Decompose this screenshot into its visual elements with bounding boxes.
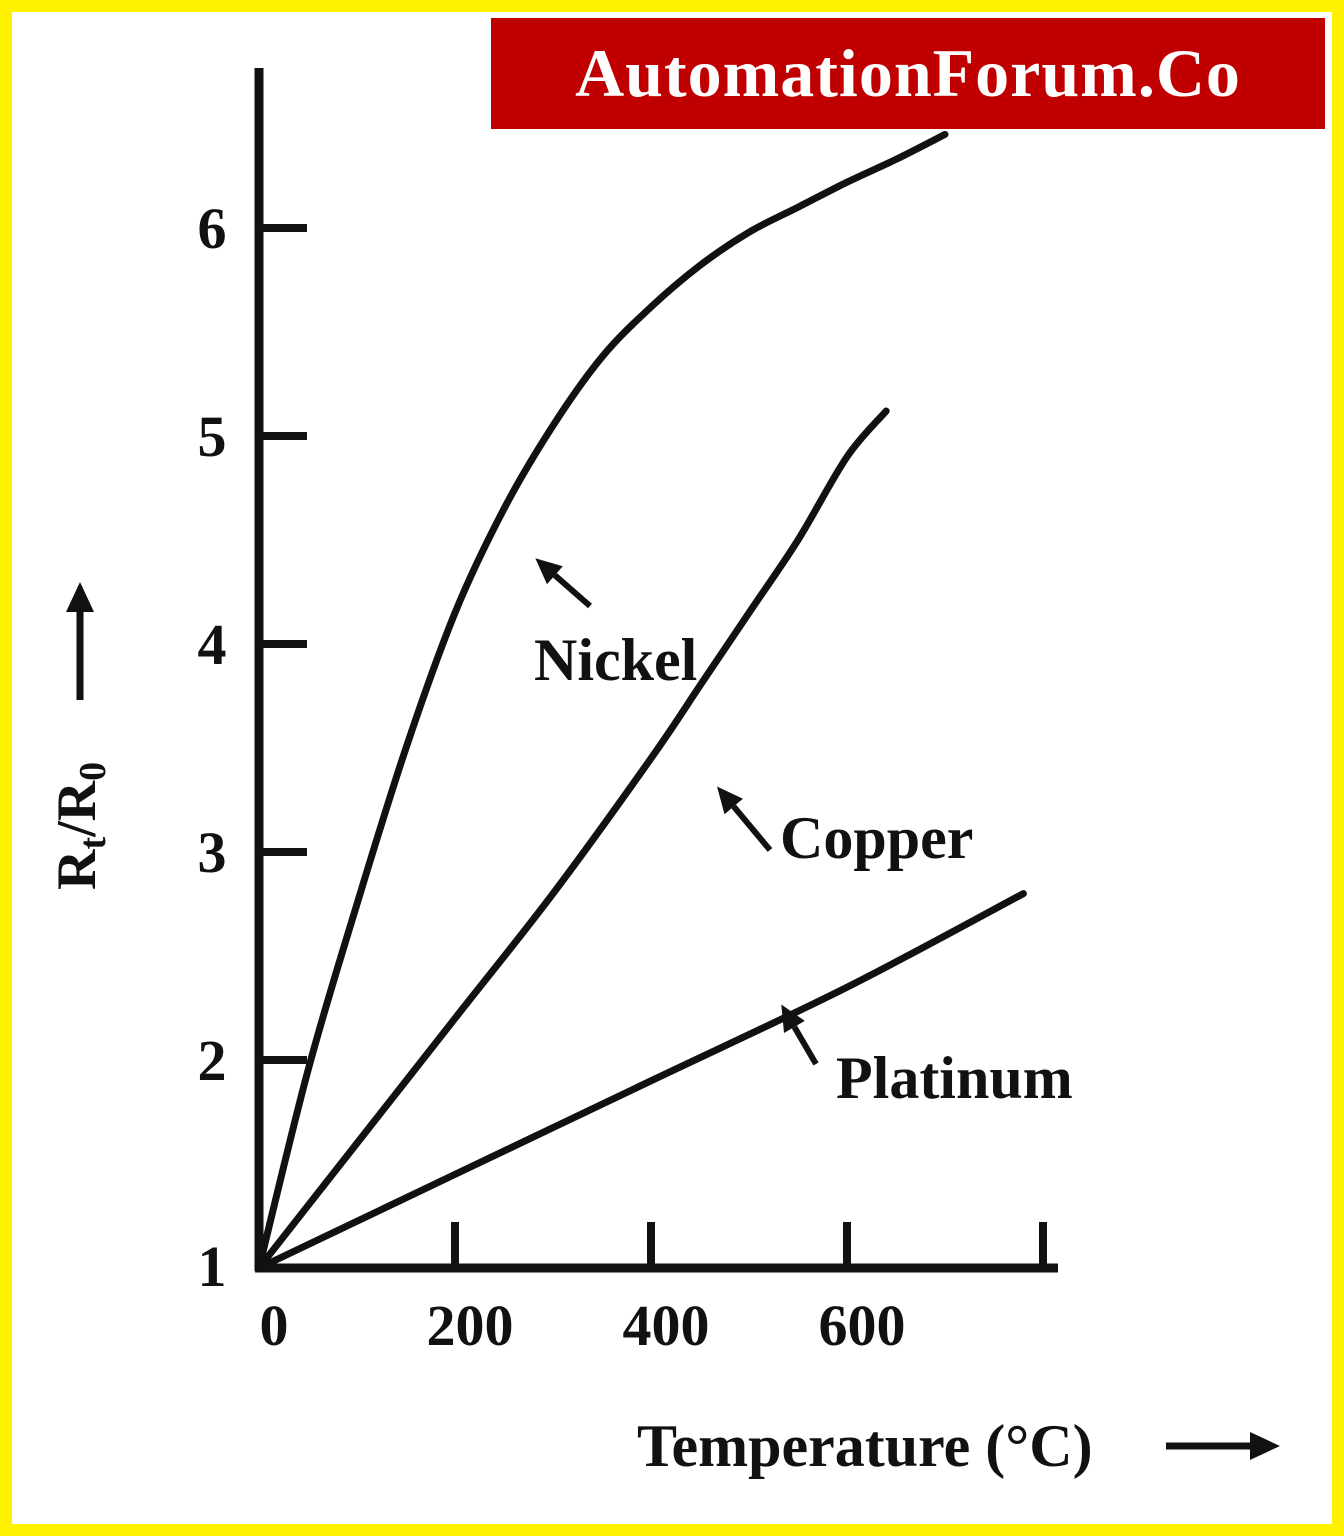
x-tick-label: 0: [260, 1293, 289, 1358]
y-tick-label: 3: [198, 820, 227, 885]
annotation-arrowhead-platinum: [781, 1004, 805, 1033]
x-tick-label: 400: [623, 1293, 710, 1358]
y-axis-arrow: [66, 582, 94, 700]
x-axis-title: Temperature (°C): [637, 1413, 1093, 1479]
x-axis-arrow: [1166, 1432, 1280, 1460]
annotation-arrow-platinum: [791, 1025, 819, 1066]
annotation-arrowhead-nickel: [535, 558, 563, 585]
annotation-label-platinum: Platinum: [836, 1045, 1073, 1111]
annotation-arrowhead-copper: [717, 786, 743, 815]
series-line-platinum: [255, 890, 1027, 1272]
series-line-nickel: [255, 130, 949, 1272]
y-tick-label: 6: [198, 196, 227, 261]
annotation-arrow-copper: [731, 804, 773, 852]
annotation-arrow-nickel: [552, 573, 592, 609]
y-axis-title-sub2: 0: [72, 762, 114, 781]
x-tick-label: 600: [819, 1293, 906, 1358]
x-tick-label: 200: [427, 1293, 514, 1358]
y-tick-label: 1: [198, 1234, 227, 1299]
series-annotations: Nickel Copper Platinum: [534, 558, 1073, 1111]
svg-text:Rt/R0: Rt/R0: [46, 762, 114, 890]
y-tick-label: 4: [198, 612, 227, 677]
y-axis-title-sep: /R: [46, 780, 108, 838]
tick-labels: 0 200 400 600 1 2 3 4 5 6: [198, 196, 906, 1358]
y-axis-title-main: R: [46, 849, 108, 890]
series-line-copper: [255, 407, 890, 1272]
y-tick-label: 2: [198, 1028, 227, 1093]
y-axis-title: Rt/R0: [46, 762, 114, 890]
brand-banner: AutomationForum.Co: [491, 18, 1325, 129]
annotation-label-copper: Copper: [780, 805, 973, 871]
annotation-label-nickel: Nickel: [534, 627, 697, 693]
y-tick-label: 5: [198, 404, 227, 469]
ticks: [259, 224, 1047, 1268]
axes: [254, 68, 1058, 1273]
series-lines: [255, 130, 1027, 1272]
y-axis-title-sub1: t: [72, 837, 114, 850]
